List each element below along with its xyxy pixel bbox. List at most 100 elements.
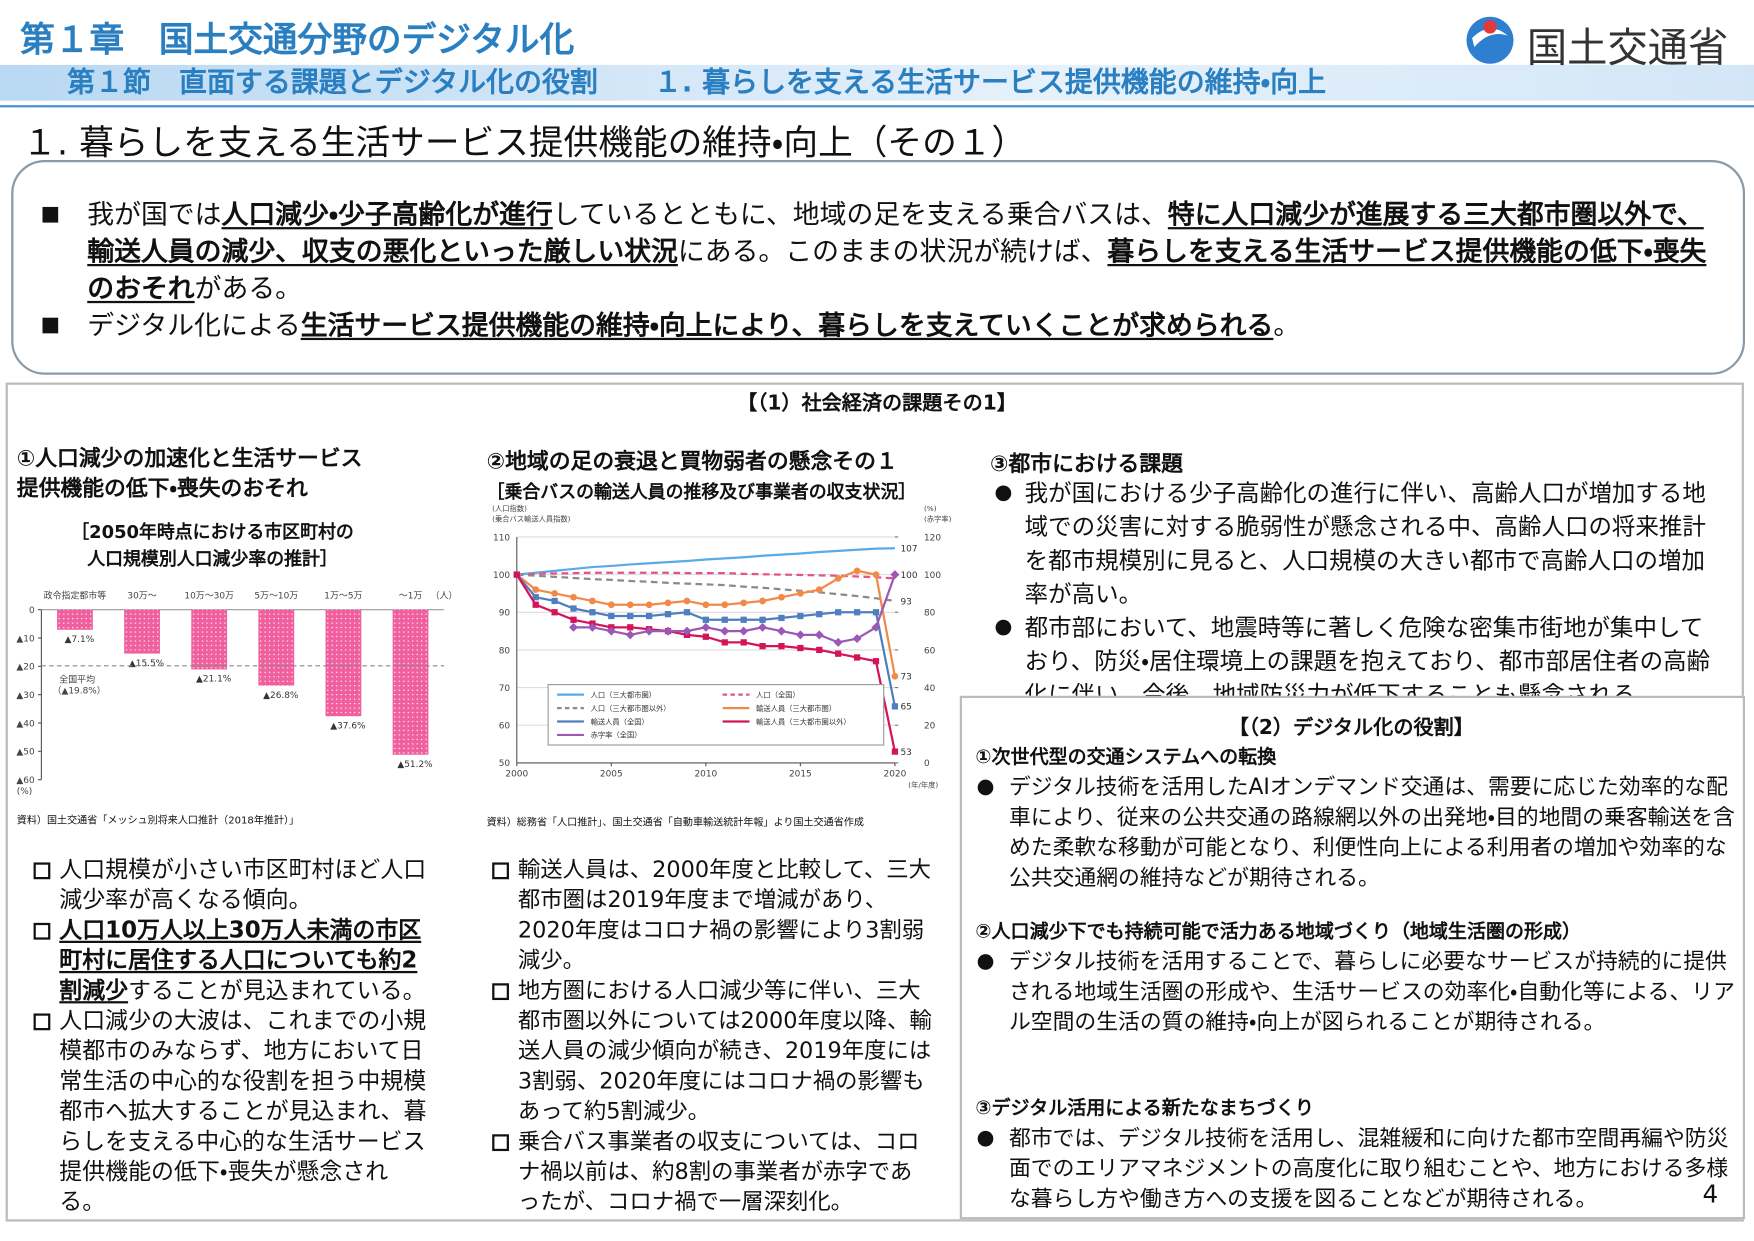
y2-tick-label: 40	[924, 684, 936, 694]
marker	[759, 643, 766, 650]
legend-label: 人口（全国）	[756, 690, 800, 699]
end-label: 73	[900, 673, 911, 683]
bullet: 乗合バス事業者の収支については、コロナ禍以前は、約8割の事業者が赤字であったが、…	[492, 1126, 934, 1217]
marker	[797, 590, 804, 597]
marker	[872, 658, 880, 665]
end-label: 107	[900, 545, 917, 555]
marker	[816, 646, 823, 654]
marker	[683, 597, 691, 605]
bar	[124, 609, 160, 654]
series-line	[516, 547, 895, 576]
role-item: ②人口減少下でも持続可能で活力ある地域づくり（地域生活圏の形成） デジタル技術を活…	[975, 917, 1736, 1037]
marker	[646, 612, 653, 620]
bullet-text: デジタル技術を活用したAIオンデマンド交通は、需要に応じた効率的な配車により、従…	[1008, 774, 1735, 891]
bullet-marker	[33, 922, 51, 940]
y2-tick-label: 0	[924, 759, 930, 769]
x-tick-label: 2010	[694, 769, 717, 779]
x-unit: （人）	[431, 590, 458, 601]
marker	[627, 624, 634, 631]
bullet-text: 人口減少の大波は、これまでの小規模都市のみならず、地方において日常生活の中心的な…	[59, 1006, 427, 1217]
marker	[891, 748, 899, 755]
marker	[570, 605, 577, 612]
text-run: 輸送人員は、2000年度と比較して、三大都市圏は2019年度まで増減があり、20…	[517, 855, 932, 974]
x-tick-label: 1万～5万	[324, 591, 362, 601]
average-label: 全国平均	[59, 674, 95, 686]
column-heading: ②地域の足の衰退と買物弱者の懸念その１	[486, 448, 898, 475]
series-line	[573, 574, 896, 644]
bullet: 人口減少の大波は、これまでの小規模都市のみならず、地方において日常生活の中心的な…	[33, 1006, 428, 1217]
emphasis: 特に人口減少が進展する三大都市圏以外で、輸送人員の減少、収支の悪化といった厳しい…	[87, 199, 1704, 268]
y-tick-label: ▲50	[16, 748, 35, 758]
bullet-marker	[492, 1134, 509, 1152]
y-tick-label: 0	[29, 606, 35, 616]
role-item: ①次世代型の交通システムへの転換 デジタル技術を活用したAIオンデマンド交通は、需…	[975, 743, 1736, 893]
x-tick-label: 5万～10万	[254, 591, 298, 601]
text-run: 。	[1273, 309, 1301, 342]
text-run: 我が国における少子高齢化の進行に伴い、高齢人口が増加する地域での災害に対する脆弱…	[1024, 479, 1706, 608]
y2-tick-label: 100	[924, 571, 941, 581]
text-run: 乗合バス事業者の収支については、コロナ禍以前は、約8割の事業者が赤字であったが、…	[517, 1127, 920, 1215]
end-label: 100	[900, 571, 917, 581]
x-tick-label: 30万～	[127, 591, 156, 601]
marker	[814, 630, 824, 640]
bullet: 我が国における少子高齢化の進行に伴い、高齢人口が増加する地域での災害に対する脆弱…	[995, 477, 1712, 611]
bullet-text: デジタル技術を活用することで、暮らしに必要なサービスが持続的に提供される地域生活…	[1008, 948, 1735, 1035]
series-line	[516, 571, 895, 580]
text-run: 人口減少の大波は、これまでの小規模都市のみならず、地方において日常生活の中心的な…	[59, 1006, 427, 1215]
y2-axis-label: (赤字率)	[924, 514, 952, 523]
marker	[645, 601, 653, 609]
marker	[758, 622, 768, 632]
marker	[570, 593, 577, 601]
value-label: ▲26.8%	[263, 691, 298, 701]
bar	[191, 609, 228, 670]
panel-title: 【（1）社会経済の課題その1】	[737, 391, 1017, 416]
marker	[551, 609, 558, 616]
marker	[701, 622, 711, 632]
legend-label: 人口（三大都市圏）	[591, 690, 656, 699]
x-tick-label: 2000	[505, 769, 528, 779]
bullet-text: 都市では、デジタル技術を活用し、混雑緩和に向けた都市空間再編や防災面でのエリアマ…	[1008, 1125, 1729, 1212]
summary-box	[11, 159, 1746, 375]
bullet-marker	[977, 954, 994, 970]
bullet-list: 人口規模が小さい市区町村ほど人口減少率が高くなる傾向。 人口10万人以上30万人未…	[33, 855, 428, 1217]
text-run: しているとともに、地域の足を支える乗合バスは、	[552, 199, 1168, 231]
bullet-list: 輸送人員は、2000年度と比較して、三大都市圏は2019年度まで増減があり、20…	[492, 855, 934, 1217]
marker	[891, 672, 899, 680]
chart-source: 資料）総務省「人口推計」、国土交通省「自動車輸送統計年報」より国土交通省作成	[486, 817, 864, 829]
marker	[740, 616, 747, 623]
marker	[891, 703, 899, 710]
marker	[644, 626, 654, 636]
x-tick-label: 10万～30万	[184, 591, 234, 601]
y-tick-label: ▲20	[16, 663, 35, 673]
logo-text: 国土交通省	[1526, 25, 1729, 72]
y-tick-label: ▲40	[16, 719, 35, 729]
y-tick-label: 100	[493, 571, 510, 581]
chart-title: ［2050年時点における市区町村の 人口規模別人口減少率の推計］	[0, 519, 425, 573]
chart-source: 資料）国土交通省「メッシュ別将来人口推計（2018年推計）」	[16, 815, 300, 827]
bullet: 我が国では人口減少・少子高齢化が進行しているとともに、地域の足を支える乗合バスは…	[31, 197, 1709, 308]
legend-label: 赤字率（全国）	[591, 731, 642, 740]
text-run: にある。このままの状況が続けば、	[677, 236, 1108, 268]
bullet-text: 地方圏における人口減少等に伴い、三大都市圏以外については2000年度以降、輸送人…	[518, 975, 934, 1126]
marker	[833, 637, 843, 647]
text-run: 我が国では	[87, 199, 222, 231]
panel-title: 【（2）デジタル化の役割】	[1228, 715, 1474, 740]
marker	[702, 633, 709, 640]
y2-tick-label: 80	[924, 609, 936, 619]
marker	[739, 626, 749, 636]
logo-sun	[1483, 20, 1497, 34]
bullet-marker	[995, 619, 1012, 636]
bullet-marker	[995, 485, 1012, 502]
marker	[513, 571, 520, 578]
bullet-marker	[977, 779, 994, 796]
legend-label: 輸送人員（三大都市圏以外）	[756, 717, 850, 726]
logo-mark	[1466, 16, 1514, 64]
legend-label: 輸送人員（三大都市圏）	[756, 704, 836, 713]
role-item: ③デジタル活用による新たなまちづくり 都市では、デジタル技術を活用し、混雑緩和に向…	[975, 1094, 1736, 1214]
text-line: 人口規模別人口減少率の推計］	[87, 548, 338, 570]
y-tick-label: 80	[499, 646, 511, 656]
bullet: デジタル化による生活サービス提供機能の維持・向上により、暮らしを支えていくことが…	[31, 308, 1709, 345]
